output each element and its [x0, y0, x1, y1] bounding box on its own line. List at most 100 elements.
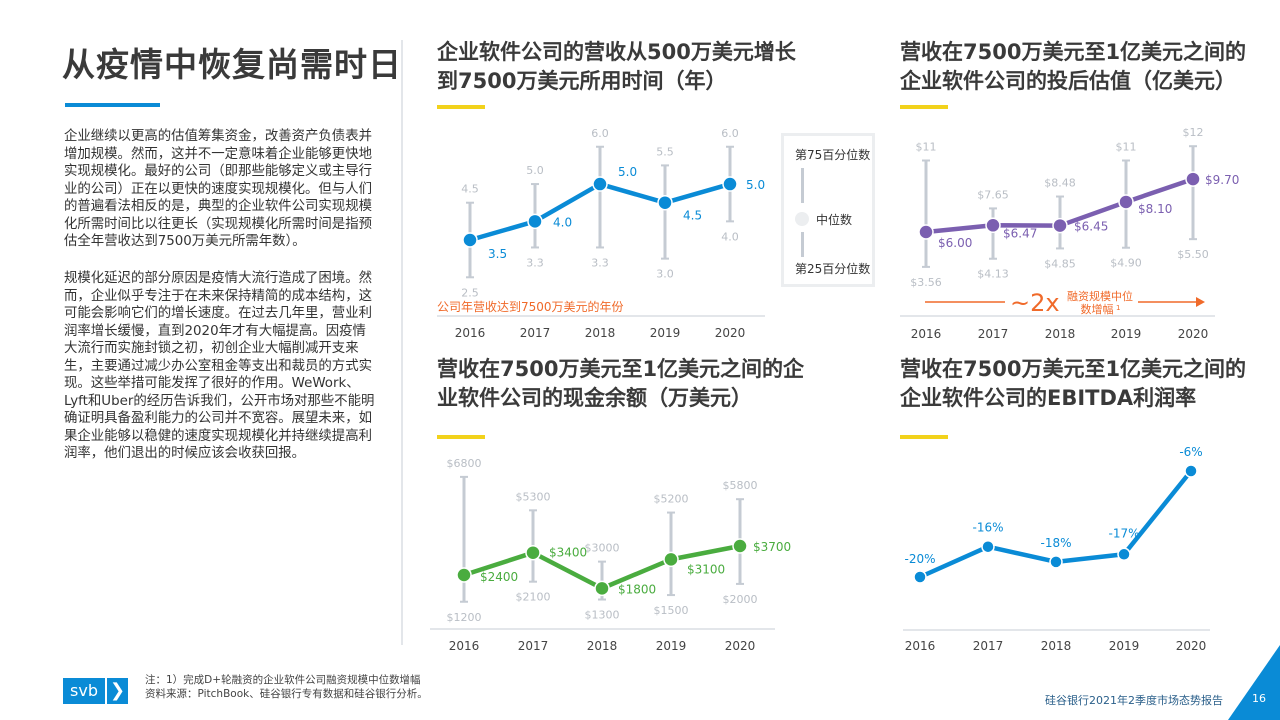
body-paragraph-1: 企业继续以更高的估值筹集资金，改善资产负债表并增加规模。然而，这并不一定意味着企…: [64, 129, 372, 249]
chart4-x-tick-label: 2017: [973, 639, 1004, 653]
chart1-median-label: 4.0: [553, 215, 572, 229]
chart4-title: 营收在7500万美元至1亿美元之间的 企业软件公司的EBITDA利润率: [900, 355, 1246, 413]
chart3-median-label: $1800: [618, 582, 656, 596]
chart2-x-tick-label: 2016: [911, 327, 942, 341]
chart2-x-tick-label: 2017: [978, 327, 1009, 341]
chart2-median-label: $9.70: [1205, 173, 1239, 187]
chart4-median-label: -6%: [1179, 445, 1202, 459]
legend-lower-bar: [801, 232, 804, 257]
chart3-x-tick-label: 2016: [449, 639, 480, 653]
chart1-median-label: 5.0: [746, 178, 765, 192]
chart3-p75-label: $6800: [447, 457, 482, 470]
svb-logo: svb ❯: [63, 678, 128, 704]
logo-wordmark: svb: [63, 678, 105, 704]
chart1-title: 企业软件公司的营收从500万美元增长 到7500万美元所用时间（年）: [437, 38, 796, 96]
title-underline: [65, 103, 160, 107]
chart3-title-underline: [437, 435, 485, 439]
chart1-p25-label: 3.3: [526, 256, 544, 269]
chart2-p75-label: $11: [916, 141, 937, 154]
chart3-median-point: [594, 580, 610, 597]
chart1-median-point: [722, 176, 738, 192]
chart2-median-label: $6.00: [938, 236, 972, 250]
legend-median: 中位数: [816, 213, 853, 227]
chart4-median-point: [1184, 464, 1198, 478]
chart2-title-line1: 营收在7500万美元至1亿美元之间的: [900, 40, 1247, 64]
chart2-p75-label: $11: [1116, 141, 1137, 154]
chart3-p75-label: $3000: [585, 542, 620, 555]
chart3-p75-label: $5800: [723, 479, 758, 492]
logo-chevron-icon: ❯: [107, 678, 128, 704]
legend-median-dot: [795, 212, 809, 226]
chart1-x-tick-label: 2016: [455, 326, 486, 340]
chart4-median-label: -17%: [1108, 526, 1139, 540]
chart2-p75-label: $8.48: [1044, 177, 1076, 190]
chart1-x-tick-label: 2019: [650, 326, 681, 340]
chart1-p75-label: 6.0: [721, 127, 739, 140]
chart1-title-line1: 企业软件公司的营收从500万美元增长: [437, 40, 796, 64]
chart3-x-tick-label: 2019: [656, 639, 687, 653]
body-paragraph-2: 规模化延迟的部分原因是疫情大流行造成了困境。然而，企业似乎专注于在未来保持精简的…: [64, 271, 375, 461]
chart4-x-tick-label: 2018: [1041, 639, 1072, 653]
chart3-title-line1: 营收在7500万美元至1亿美元之间的企: [437, 357, 805, 381]
page-title: 从疫情中恢复尚需时日: [62, 45, 402, 84]
chart4-x-tick-label: 2020: [1176, 639, 1207, 653]
chart4-median-label: -20%: [904, 552, 935, 566]
chart4-median-label: -16%: [972, 521, 1003, 535]
chart3-p25-label: $1500: [654, 604, 689, 617]
chart3-x-tick-label: 2020: [725, 639, 756, 653]
chart3-median-point: [525, 544, 541, 561]
chart1-x-tick-label: 2020: [715, 326, 746, 340]
chart3-p25-label: $2000: [723, 593, 758, 606]
chart3-median-label: $3700: [753, 540, 791, 554]
chart4-median-point: [1117, 547, 1131, 562]
legend-p25: 第25百分位数: [795, 262, 871, 276]
chart4-x-tick-label: 2016: [905, 639, 936, 653]
chart3-x-tick-label: 2018: [587, 639, 618, 653]
chart4-median-point: [981, 539, 995, 554]
chart2-median-point: [918, 224, 934, 240]
chart2-title-line2: 企业软件公司的投后估值（亿美元）: [900, 69, 1236, 93]
chart1-p25-label: 4.0: [721, 230, 739, 243]
chart1-title-line2: 到7500万美元所用时间（年）: [437, 69, 727, 93]
chart4-median-point: [1049, 555, 1063, 569]
chart2-p75-label: $12: [1183, 126, 1204, 139]
chart2-annotation-footnote: 1: [1116, 304, 1120, 312]
chart2-title: 营收在7500万美元至1亿美元之间的 企业软件公司的投后估值（亿美元）: [900, 38, 1246, 96]
chart1-p75-label: 4.5: [461, 183, 479, 196]
chart2-p25-label: $4.13: [977, 268, 1009, 281]
chart1-median-label: 4.5: [683, 209, 702, 223]
chart3-median-point: [663, 551, 679, 568]
chart2-x-tick-label: 2018: [1045, 327, 1076, 341]
chart3-x-tick-label: 2017: [518, 639, 549, 653]
chart1-title-underline: [437, 105, 485, 109]
chart2-annotation-line1: 融资规模中位: [1067, 289, 1133, 303]
chart2-p75-label: $7.65: [977, 188, 1009, 201]
chart1-legend: 第75百分位数 中位数 第25百分位数: [781, 133, 875, 287]
chart2-x-tick-label: 2019: [1111, 327, 1142, 341]
chart2-median-label: $6.45: [1074, 220, 1108, 234]
chart3-title-line2: 业软件公司的现金余额（万美元）: [437, 386, 752, 410]
chart2-multiplier: ~2x: [1010, 289, 1060, 317]
chart3-median-label: $2400: [480, 570, 518, 584]
chart2-p25-label: $3.56: [910, 276, 942, 289]
chart3-p75-label: $5300: [516, 490, 551, 503]
chart2-annotation-line2: 数增幅: [1081, 302, 1114, 316]
chart3-p25-label: $2100: [516, 591, 551, 604]
legend-upper-bar: [801, 168, 804, 203]
chart4-title-line1: 营收在7500万美元至1亿美元之间的: [900, 357, 1247, 381]
chart1-median-point: [657, 194, 673, 211]
footnote-note: 注：1）完成D+轮融资的企业软件公司融资规模中位数增幅: [145, 674, 421, 686]
chart2-title-underline: [900, 105, 948, 109]
chart4-median-point: [913, 570, 927, 584]
chart1-x-tick-label: 2018: [585, 326, 616, 340]
chart3-p25-label: $1200: [447, 611, 482, 624]
chart1-median-label: 5.0: [618, 165, 637, 179]
chart3-median-label: $3100: [687, 562, 725, 576]
chart2-median-label: $8.10: [1138, 202, 1172, 216]
chart1-p75-label: 5.0: [526, 164, 544, 177]
chart1-median-point: [462, 232, 478, 248]
chart1-median-point: [592, 176, 608, 192]
chart4-median-label: -18%: [1040, 536, 1071, 550]
chart1-p25-label: 3.0: [656, 268, 674, 281]
chart3-p75-label: $5200: [654, 493, 689, 506]
